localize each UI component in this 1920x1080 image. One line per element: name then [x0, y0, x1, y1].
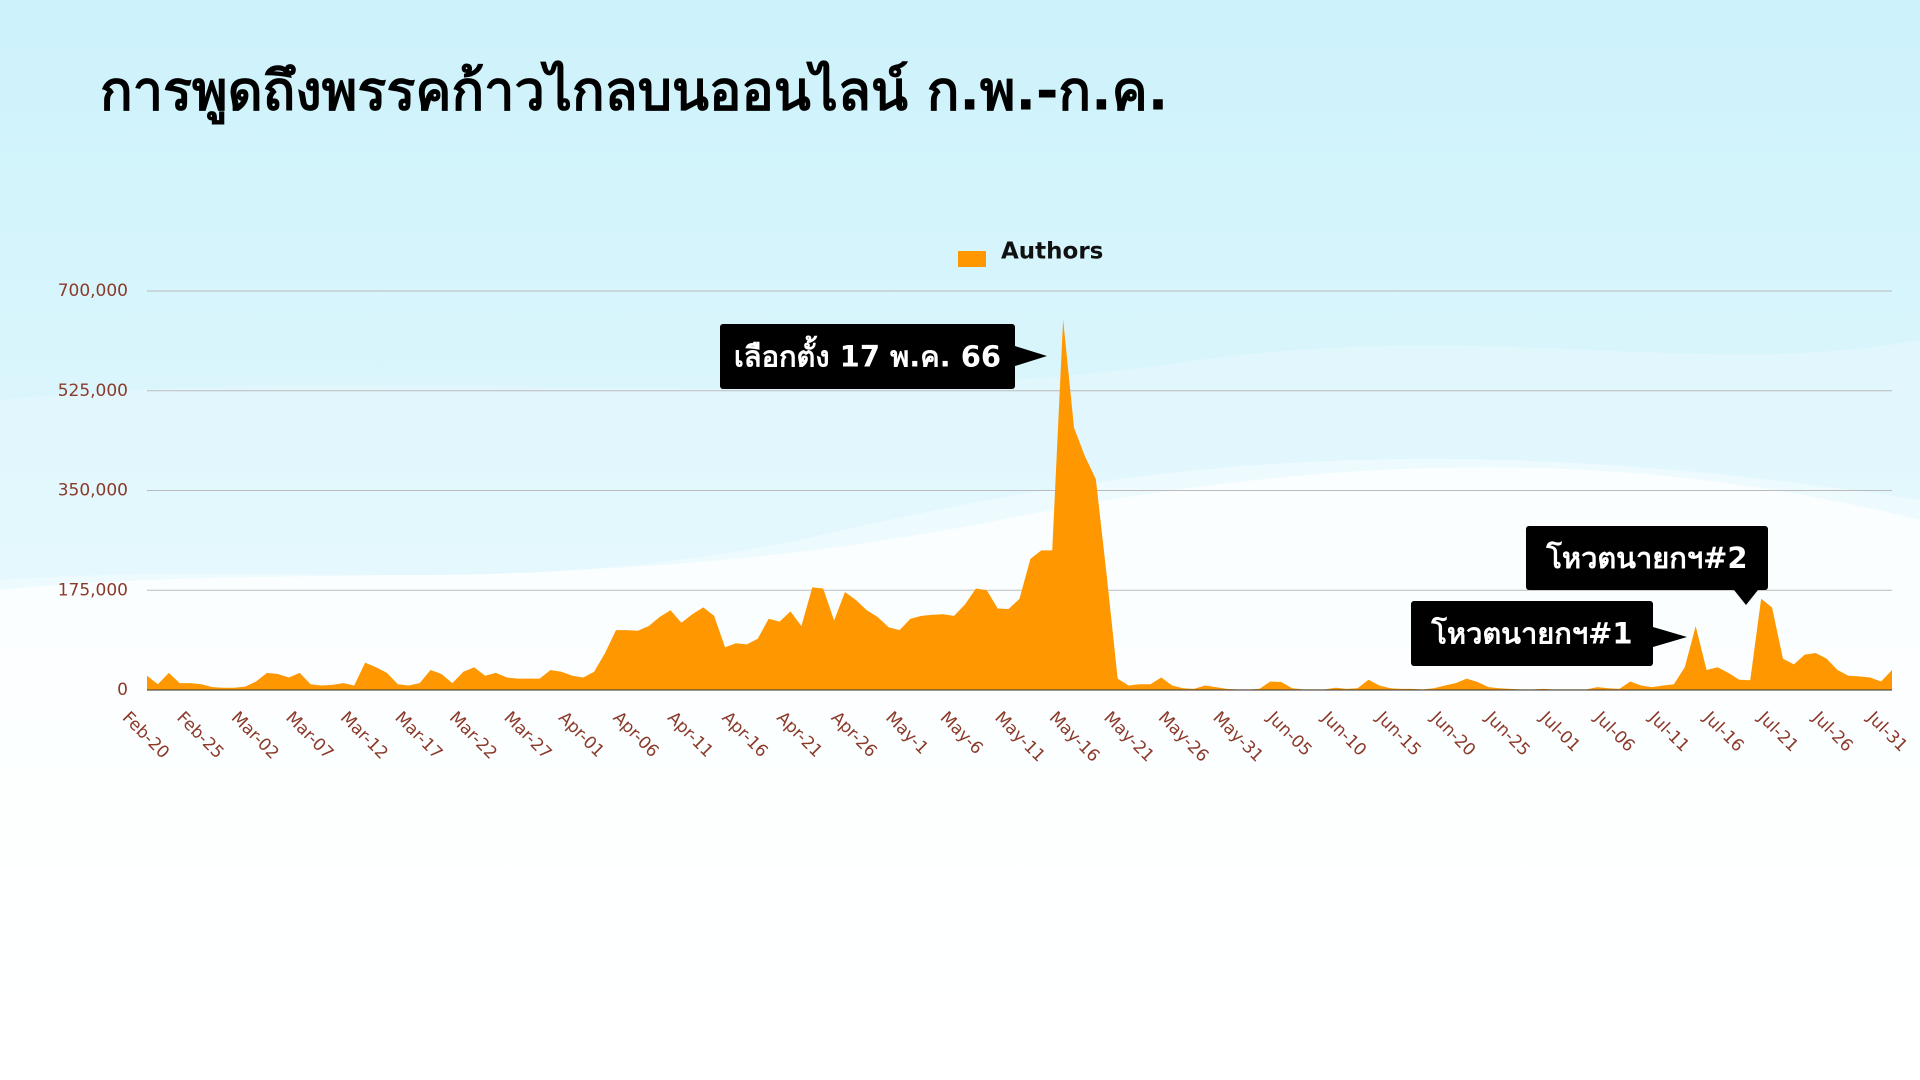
- annotation-box: [1411, 601, 1653, 666]
- y-tick-label: 350,000: [58, 481, 128, 501]
- area: [147, 319, 1892, 690]
- y-tick-label: 700,000: [58, 281, 128, 301]
- annotation-pointer: [1734, 590, 1758, 605]
- background-wave: [0, 340, 1920, 590]
- chart-title: การพูดถึงพรรคก้าวไกลบนออนไลน์ ก.พ.-ก.ค.: [100, 60, 1168, 125]
- y-tick-label: 525,000: [58, 381, 128, 401]
- annotation-box: [720, 324, 1015, 389]
- y-tick-label: 175,000: [58, 580, 128, 600]
- legend-label: Authors: [1001, 239, 1103, 265]
- annotation-label: โหวตนายกฯ#2: [1545, 540, 1747, 575]
- annotation-label: เลือกตั้ง 17 พ.ค. 66: [734, 335, 1001, 374]
- annotation-pointer: [1015, 346, 1047, 366]
- legend-swatch: [958, 251, 986, 267]
- annotation-box: [1526, 526, 1768, 590]
- annotation-pointer: [1653, 627, 1687, 647]
- annotation-label: โหวตนายกฯ#1: [1430, 616, 1632, 651]
- y-tick-label: 0: [117, 680, 128, 700]
